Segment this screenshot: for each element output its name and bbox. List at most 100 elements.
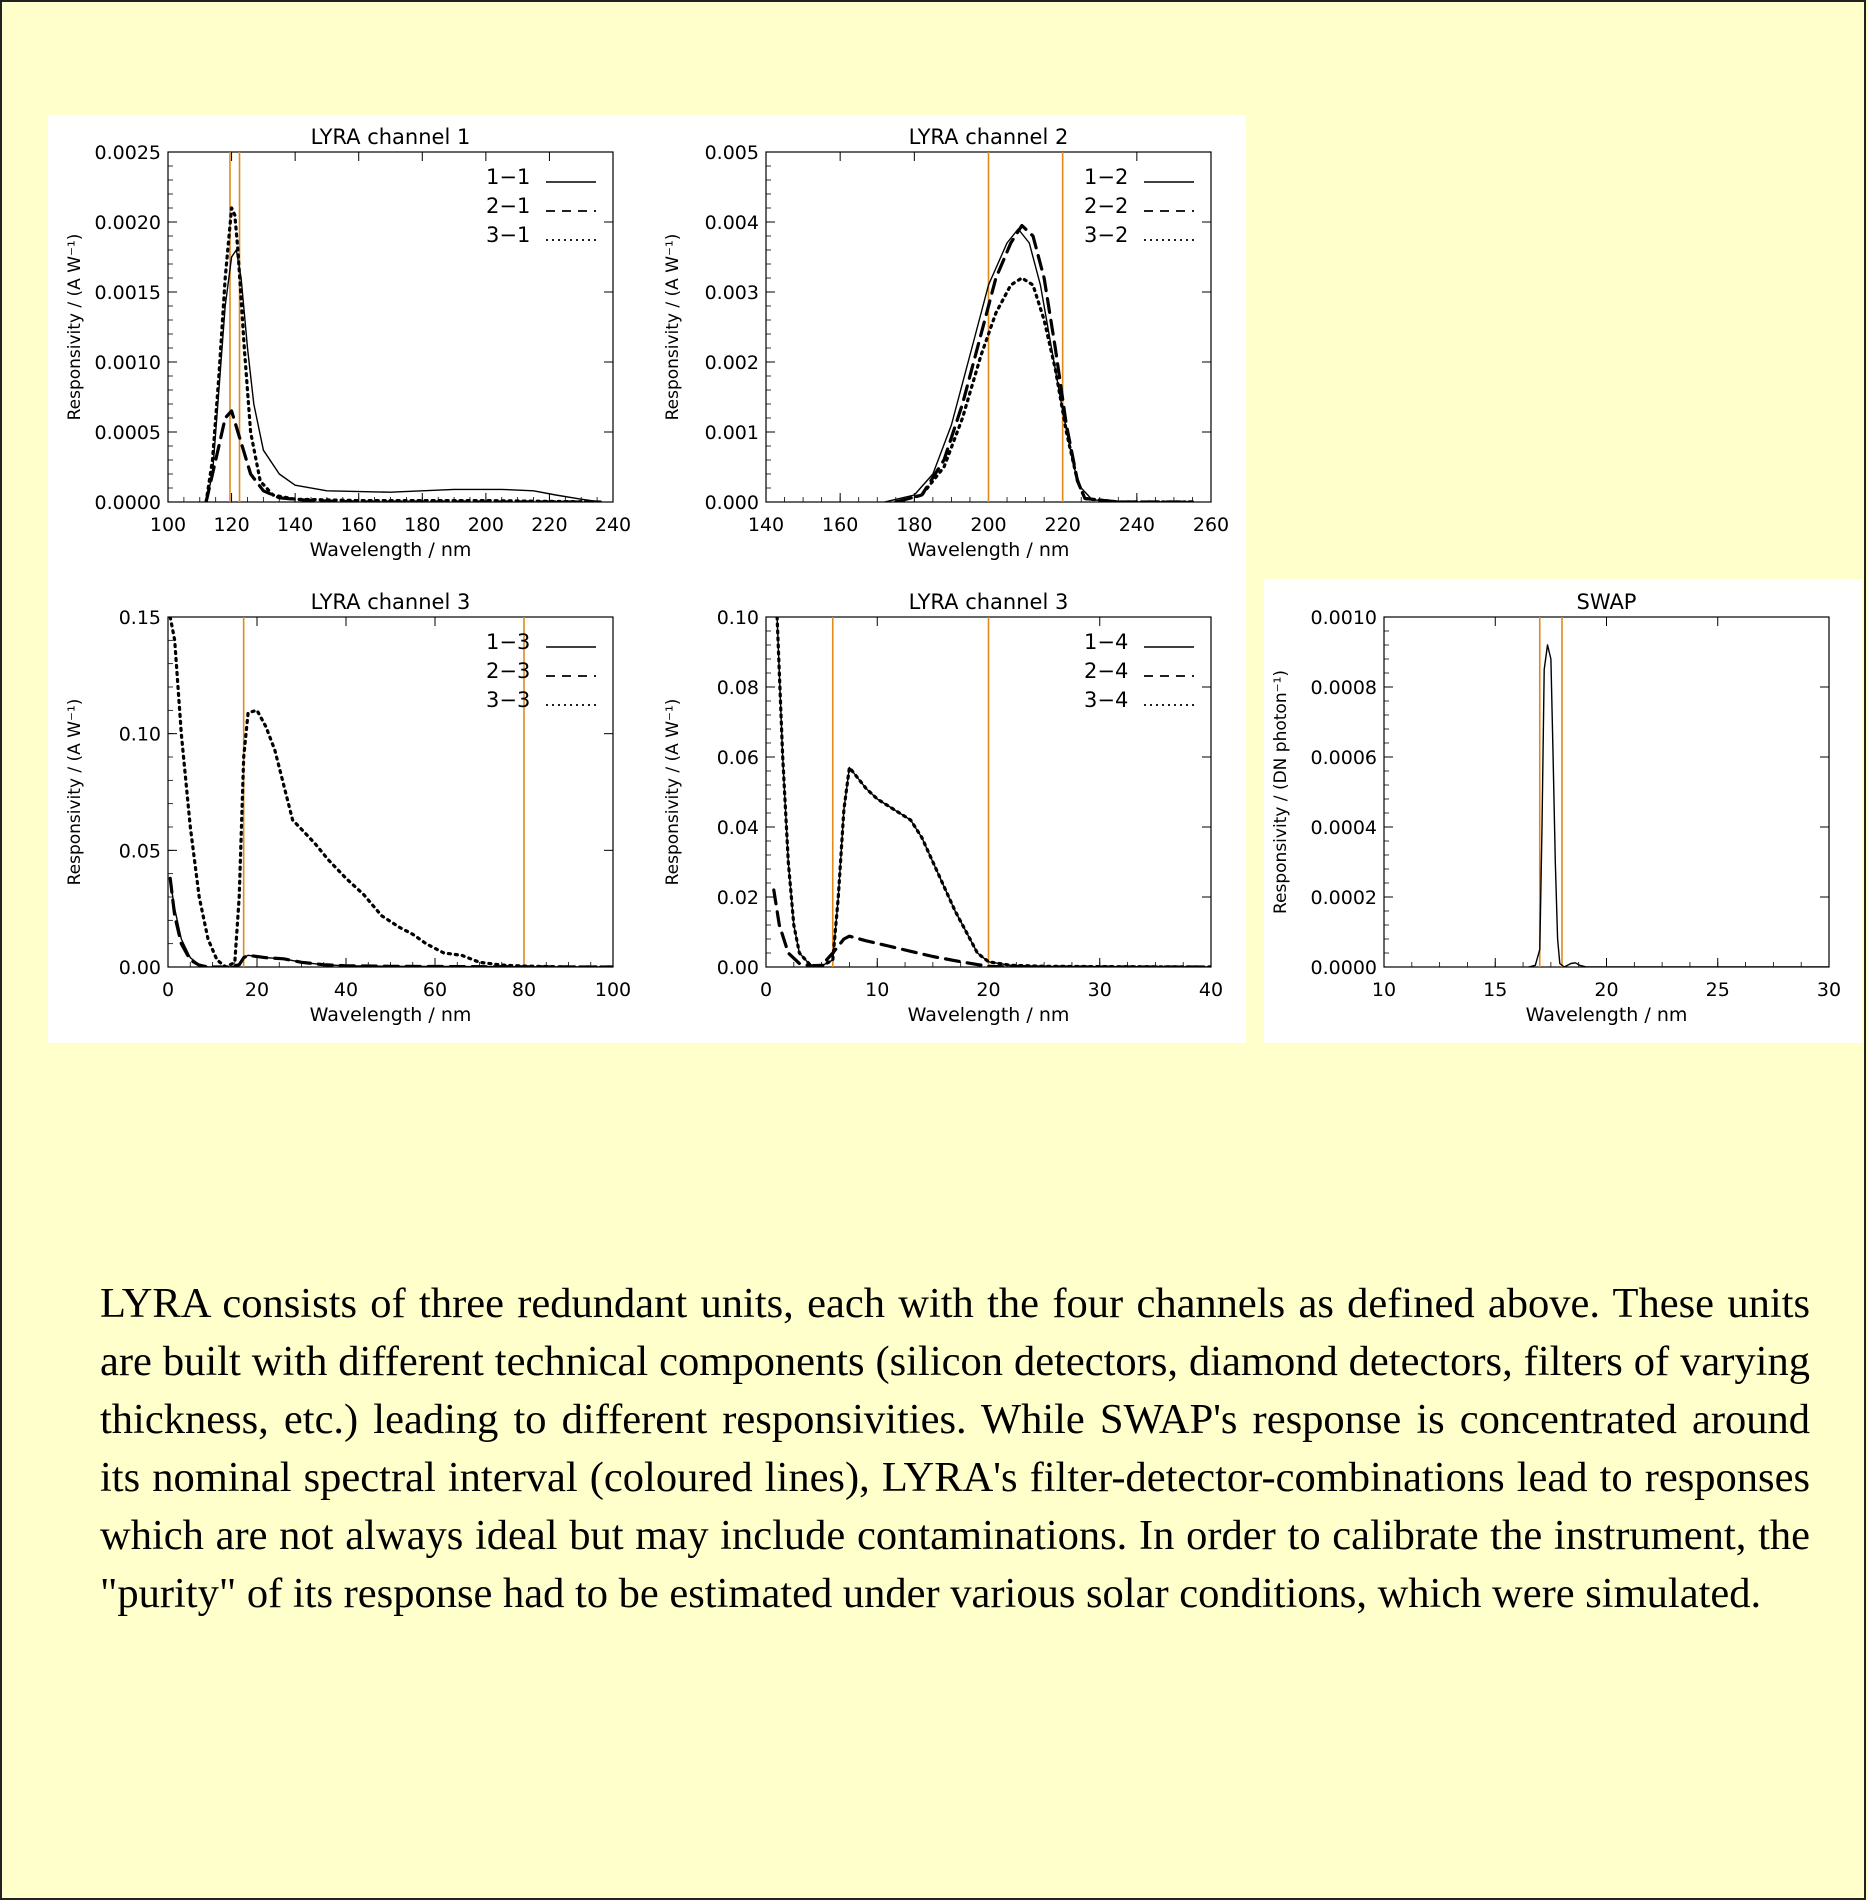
y-tick-label: 0.0020: [95, 212, 161, 234]
chart-title: LYRA channel 3: [311, 590, 471, 614]
x-tick-label: 100: [595, 979, 631, 1001]
x-tick-label: 260: [1193, 514, 1229, 536]
y-tick-label: 0.15: [119, 607, 161, 629]
x-tick-label: 200: [468, 514, 504, 536]
x-tick-label: 120: [213, 514, 249, 536]
x-tick-label: 0: [162, 979, 174, 1001]
lyra-figure: 100 120 140 160 180 200 220 2400.00000.00050.00…: [65, 125, 1229, 1026]
y-tick-label: 0.08: [717, 677, 759, 699]
legend-entry-label: 2−3: [486, 659, 530, 683]
lyra-figure-panel: 100 120 140 160 180 200 220 240 0.0000 0.0005 0.00…: [48, 115, 1246, 1043]
y-tick-label: 0.0010: [1311, 607, 1377, 629]
y-tick-label: 0.0010: [95, 352, 161, 374]
x-tick-label: 10: [865, 979, 889, 1001]
x-axis-label: Wavelength / nm: [310, 539, 472, 561]
chart-lyra-channel-2: 140 160 180 200 220 240 260 0.000 0.001 0.002 0.00…: [663, 125, 1229, 561]
plot-frame: [167, 616, 614, 968]
y-tick-label: 0.10: [119, 724, 161, 746]
legend-entry-label: 3−2: [1084, 223, 1128, 247]
y-tick-label: 0.0000: [95, 492, 161, 514]
legend-entry-label: 2−1: [486, 194, 530, 218]
x-tick-label: 180: [404, 514, 440, 536]
x-tick-label: 25: [1706, 979, 1730, 1001]
y-tick-label: 0.002: [705, 352, 759, 374]
y-axis-label: Responsivity / (A W⁻¹): [65, 234, 85, 421]
series-line-solid: [205, 249, 601, 502]
chart-lyra-channel-3-left: 0 20 40 60 80 100 0.00 0.05 0.10 0.15 LYRA channel…: [65, 590, 631, 1026]
y-tick-label: 0.000: [705, 492, 759, 514]
series-line-solid: [884, 228, 1194, 502]
x-tick-label: 20: [976, 979, 1000, 1001]
legend-entry-label: 3−3: [486, 688, 530, 712]
x-tick-label: 240: [1119, 514, 1155, 536]
y-tick-label: 0.06: [717, 747, 759, 769]
y-axis-label: Responsivity / (A W⁻¹): [65, 699, 85, 886]
chart-title: LYRA channel 3: [909, 590, 1069, 614]
y-tick-label: 0.001: [705, 422, 759, 444]
x-tick-label: 140: [748, 514, 784, 536]
y-tick-label: 0.0002: [1311, 887, 1377, 909]
chart-title: LYRA channel 2: [909, 125, 1069, 149]
chart-title: SWAP: [1577, 590, 1637, 614]
swap-figure-panel: 10 15 20 25 30 0.0000 0.0002 0.0004 0.0006 0.0008…: [1264, 579, 1862, 1043]
x-tick-label: 180: [896, 514, 932, 536]
series-line-dashed: [168, 876, 613, 967]
x-tick-label: 220: [531, 514, 567, 536]
x-axis-label: Wavelength / nm: [1526, 1004, 1688, 1026]
y-tick-label: 0.00: [717, 957, 759, 979]
legend-entry-label: 1−1: [486, 165, 530, 189]
y-tick-label: 0.0006: [1311, 747, 1377, 769]
x-tick-label: 20: [245, 979, 269, 1001]
y-tick-label: 0.0005: [95, 422, 161, 444]
y-tick-label: 0.0000: [1311, 957, 1377, 979]
x-tick-label: 30: [1088, 979, 1112, 1001]
x-tick-label: 200: [970, 514, 1006, 536]
legend-entry-label: 2−2: [1084, 194, 1128, 218]
x-tick-label: 0: [760, 979, 772, 1001]
x-tick-label: 160: [341, 514, 377, 536]
y-tick-label: 0.00: [119, 957, 161, 979]
series-line-dotted: [775, 617, 1211, 967]
series-line-solid: [776, 617, 1211, 967]
x-tick-label: 30: [1817, 979, 1841, 1001]
chart-lyra-channel-1: 100 120 140 160 180 200 220 240 0.0000 0.0005 0.00…: [65, 125, 631, 561]
x-tick-label: 40: [334, 979, 358, 1001]
y-axis-label: Responsivity / (A W⁻¹): [663, 699, 683, 886]
series-line-solid: [1527, 644, 1829, 967]
series-line-dashed: [772, 888, 1211, 967]
y-tick-label: 0.0004: [1311, 817, 1377, 839]
chart-swap: 10 15 20 25 30 0.0000 0.0002 0.0004 0.0006 0.0008…: [1271, 590, 1841, 1026]
x-tick-label: 160: [822, 514, 858, 536]
chart-title: LYRA channel 1: [311, 125, 471, 149]
legend-entry-label: 2−4: [1084, 659, 1128, 683]
legend-entry-label: 3−1: [486, 223, 530, 247]
legend-entry-label: 1−4: [1084, 630, 1128, 654]
x-tick-label: 80: [512, 979, 536, 1001]
x-tick-label: 100: [150, 514, 186, 536]
series-line-dotted: [204, 206, 602, 502]
series-line-dotted: [168, 617, 613, 967]
y-tick-label: 0.005: [705, 142, 759, 164]
caption-paragraph: LYRA consists of three redundant units, …: [100, 1280, 1810, 1617]
x-tick-label: 140: [277, 514, 313, 536]
y-axis-label: Responsivity / (A W⁻¹): [663, 234, 683, 421]
y-tick-label: 0.0015: [95, 282, 161, 304]
y-axis-label: Responsivity / (DN photon⁻¹): [1271, 670, 1291, 914]
y-tick-label: 0.004: [705, 212, 759, 234]
x-tick-label: 20: [1594, 979, 1618, 1001]
x-tick-label: 15: [1483, 979, 1507, 1001]
x-tick-label: 10: [1372, 979, 1396, 1001]
y-tick-label: 0.05: [119, 840, 161, 862]
x-axis-label: Wavelength / nm: [908, 539, 1070, 561]
x-axis-label: Wavelength / nm: [310, 1004, 472, 1026]
chart-lyra-channel-3-right: 0 10 20 30 40 0.00 0.02 0.04 0.06 0.08 0.10 LYRA ch…: [663, 590, 1223, 1026]
legend-entry-label: 1−2: [1084, 165, 1128, 189]
legend-entry-label: 3−4: [1084, 688, 1128, 712]
series-line-dotted: [894, 276, 1195, 502]
legend-entry-label: 1−3: [486, 630, 530, 654]
x-tick-label: 40: [1199, 979, 1223, 1001]
y-tick-label: 0.02: [717, 887, 759, 909]
plot-frame: [167, 151, 614, 503]
x-tick-label: 240: [595, 514, 631, 536]
x-axis-label: Wavelength / nm: [908, 1004, 1070, 1026]
